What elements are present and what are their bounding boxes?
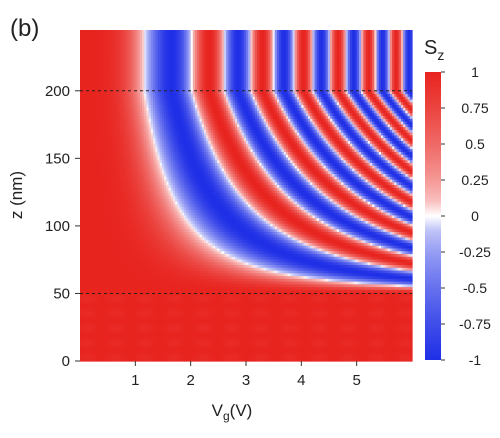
heatmap xyxy=(80,30,413,362)
panel-label: (b) xyxy=(10,15,39,42)
